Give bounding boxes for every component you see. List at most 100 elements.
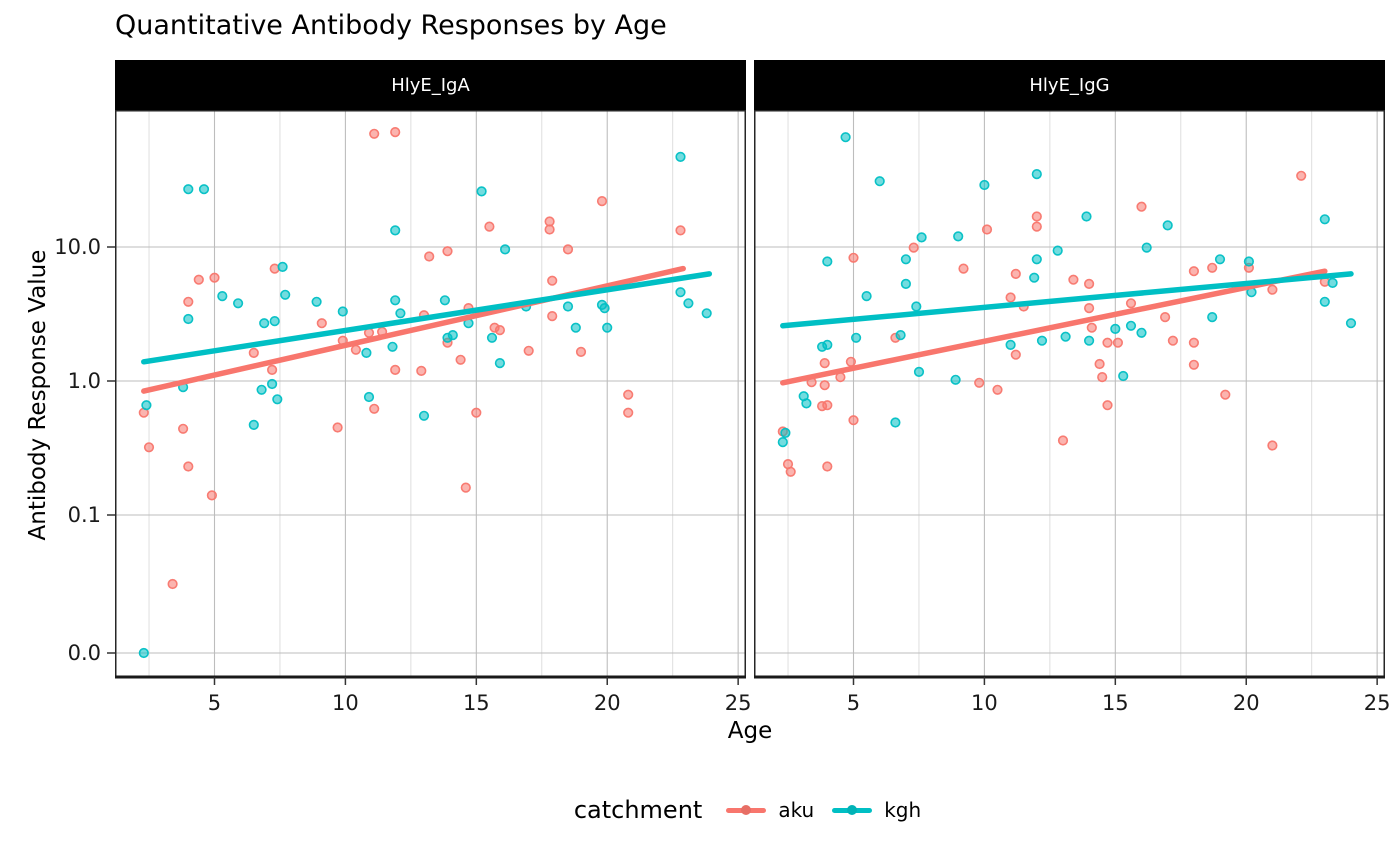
data-point-kgh — [494, 358, 506, 369]
data-point-kgh — [1319, 214, 1330, 225]
data-point-aku — [424, 251, 435, 262]
data-point-aku — [369, 128, 380, 139]
data-point-aku — [1005, 292, 1016, 303]
data-point-kgh — [890, 417, 901, 428]
data-point-kgh — [1136, 327, 1147, 338]
data-point-kgh — [1327, 277, 1338, 289]
data-point-kgh — [1052, 245, 1063, 256]
data-point-aku — [1136, 201, 1147, 212]
data-point-aku — [471, 407, 482, 418]
data-point-kgh — [1214, 254, 1226, 265]
data-point-aku — [390, 127, 401, 138]
data-point-aku — [1031, 221, 1042, 232]
points-aku-HlyE_IgG — [777, 170, 1330, 477]
data-point-kgh — [1118, 370, 1129, 382]
data-point-kgh — [233, 298, 244, 309]
data-point-aku — [183, 461, 194, 472]
data-point-aku — [1188, 266, 1199, 277]
x-tick-label: 10 — [332, 691, 359, 715]
data-point-kgh — [256, 384, 267, 395]
data-point-kgh — [387, 341, 398, 352]
x-tick-label: 20 — [594, 691, 621, 715]
data-point-kgh — [395, 308, 406, 319]
data-point-kgh — [916, 232, 927, 243]
data-point-aku — [848, 415, 859, 426]
data-point-kgh — [141, 400, 152, 411]
data-point-aku — [455, 354, 466, 365]
facet-strip-hlye-iga: HlyE_IgA — [115, 60, 746, 110]
points-kgh-HlyE_IgG — [777, 132, 1357, 448]
axis-HlyE_IgA: 5 10 15 20 25 — [115, 110, 752, 715]
legend-key-aku-icon — [726, 805, 767, 815]
y-tick-label: 10.0 — [54, 235, 101, 259]
data-point-aku — [1010, 268, 1021, 280]
data-point-kgh — [390, 225, 401, 236]
data-point-aku — [1125, 298, 1137, 309]
data-point-kgh — [801, 398, 812, 409]
x-tick-label: 5 — [847, 691, 860, 715]
x-tick-label: 15 — [1102, 691, 1129, 715]
gridlines-major-HlyE_IgG — [754, 110, 1385, 677]
legend-item-label: aku — [778, 798, 815, 822]
data-point-kgh — [822, 339, 833, 351]
data-point-aku — [1159, 312, 1171, 323]
data-point-kgh — [1162, 220, 1173, 231]
data-point-kgh — [1005, 339, 1016, 351]
data-point-aku — [1188, 359, 1199, 370]
data-point-kgh — [280, 289, 291, 300]
data-point-kgh — [1083, 335, 1095, 346]
data-point-aku — [178, 423, 189, 434]
data-point-aku — [1207, 262, 1218, 273]
data-point-aku — [1083, 303, 1095, 314]
data-point-kgh — [1060, 331, 1071, 342]
legend-item-aku: aku — [726, 798, 814, 822]
data-point-kgh — [198, 184, 210, 195]
data-point-kgh — [267, 378, 278, 390]
data-point-kgh — [269, 316, 280, 327]
data-point-kgh — [840, 132, 851, 143]
data-point-aku — [958, 263, 969, 274]
data-point-aku — [1102, 400, 1113, 411]
smooth-line-aku-HlyE_IgG — [780, 268, 1328, 386]
x-tick-label: 5 — [208, 691, 221, 715]
data-point-aku — [822, 400, 833, 411]
data-point-kgh — [953, 231, 964, 242]
data-point-kgh — [850, 332, 862, 343]
data-point-kgh — [277, 261, 288, 273]
data-point-kgh — [1031, 169, 1042, 180]
axis-HlyE_IgG: 5 10 15 20 25 — [754, 110, 1391, 715]
data-point-aku — [547, 275, 558, 286]
data-point-aku — [332, 422, 343, 433]
data-point-kgh — [248, 419, 259, 431]
data-point-kgh — [1110, 323, 1121, 335]
data-point-kgh — [900, 278, 912, 290]
data-point-kgh — [183, 313, 194, 325]
data-point-kgh — [1031, 254, 1042, 265]
legend-title: catchment — [573, 796, 703, 824]
data-point-kgh — [486, 332, 498, 343]
data-point-kgh — [259, 318, 270, 329]
data-point-aku — [1267, 440, 1278, 451]
data-point-aku — [785, 466, 796, 477]
data-point-kgh — [599, 303, 610, 314]
data-point-aku — [183, 296, 194, 307]
data-point-aku — [1086, 322, 1097, 333]
y-tick-label: 0.1 — [68, 503, 101, 527]
data-point-kgh — [900, 254, 912, 265]
data-point-aku — [494, 325, 506, 336]
data-point-aku — [167, 578, 178, 590]
data-point-aku — [523, 345, 534, 356]
legend-key-kgh-icon — [832, 805, 873, 815]
data-point-aku — [267, 364, 278, 376]
data-point-kgh — [1319, 296, 1330, 307]
data-point-kgh — [675, 151, 686, 162]
data-point-kgh — [683, 298, 694, 309]
data-point-aku — [908, 242, 919, 253]
data-point-kgh — [447, 330, 458, 341]
data-point-aku — [209, 272, 220, 283]
data-point-aku — [575, 346, 587, 358]
data-point-kgh — [777, 437, 788, 448]
data-point-kgh — [913, 366, 925, 378]
data-point-aku — [248, 347, 259, 359]
data-point-kgh — [183, 184, 194, 195]
